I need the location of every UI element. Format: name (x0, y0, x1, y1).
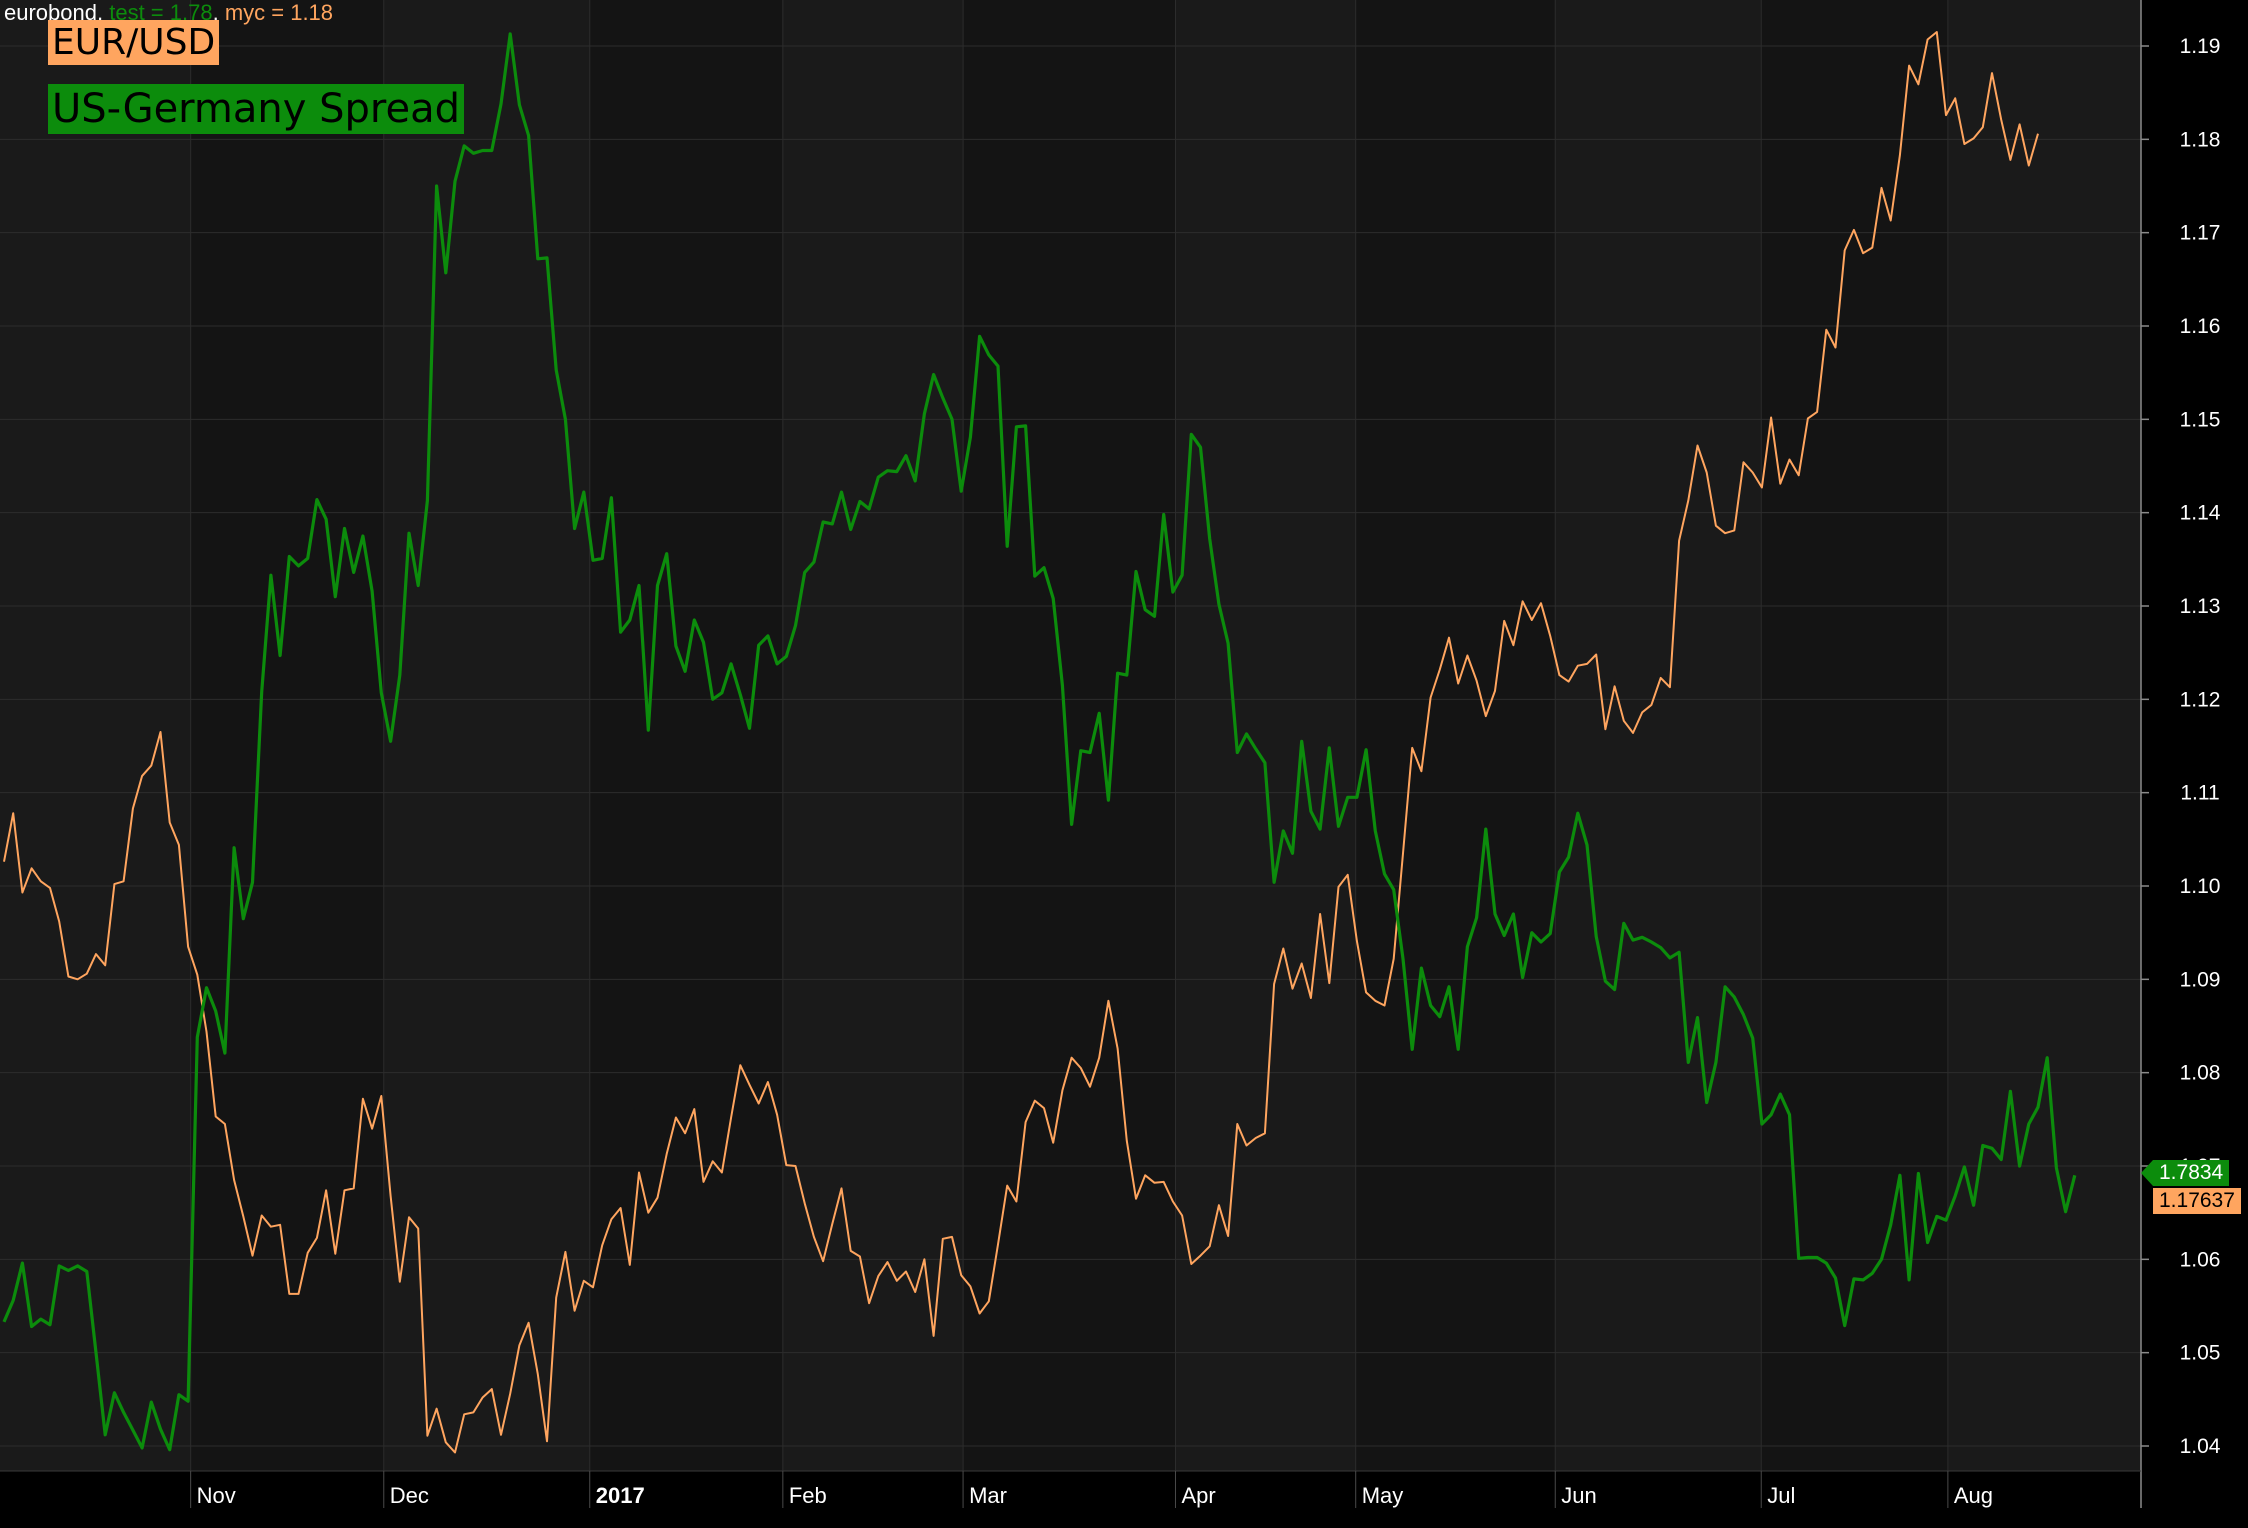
month-bands (190, 0, 1948, 1471)
x-tick-label: May (1362, 1483, 1404, 1508)
x-tick-label: 2017 (596, 1483, 645, 1508)
y-tick-label: 1.16 (2180, 315, 2221, 338)
legend-us-germany-spread: US-Germany Spread (48, 84, 464, 134)
y-tick-label: 1.14 (2180, 502, 2221, 525)
x-tick-label: Apr (1181, 1483, 1215, 1508)
month-band (1761, 0, 1948, 1471)
month-band (190, 0, 384, 1471)
month-band (963, 0, 1176, 1471)
y-tick-label: 1.17 (2180, 222, 2221, 245)
legend-eur-usd: EUR/USD (48, 20, 220, 65)
y-tick-label: 1.18 (2180, 128, 2221, 151)
spread-price-tag-arrow (2141, 1160, 2153, 1186)
y-tick-label: 1.05 (2180, 1342, 2221, 1365)
x-tick-label: Dec (390, 1483, 429, 1508)
y-tick-label: 1.09 (2180, 968, 2221, 991)
y-tick-label: 1.08 (2180, 1062, 2221, 1085)
us-germany-spread-series (2, 32, 2077, 1452)
y-tick-label: 1.19 (2180, 35, 2221, 58)
y-tick-label: 1.13 (2180, 595, 2221, 618)
x-tick-label: Jun (1561, 1483, 1596, 1508)
x-axis-ticks: Nov Dec 2017 Feb Mar Apr May Jun Jul Aug (190, 1471, 1993, 1508)
eur-usd-line (3, 31, 2039, 1454)
y-tick-label: 1.11 (2180, 782, 2219, 805)
x-tick-label: Nov (197, 1483, 236, 1508)
eur-price-tag: 1.17637 (2153, 1188, 2241, 1214)
y-tick-label: 1.10 (2180, 875, 2221, 898)
y-tick-label: 1.04 (2180, 1435, 2221, 1458)
eur-usd-series (3, 31, 2039, 1454)
x-tick-label: Feb (789, 1483, 827, 1508)
spread-price-tag: 1.7834 (2153, 1160, 2230, 1186)
header-comma: , (212, 0, 225, 25)
header-separator: , (96, 0, 110, 25)
x-tick-label: Aug (1954, 1483, 1993, 1508)
header-series-myc: myc = 1.18 (224, 0, 334, 25)
y-tick-label: 1.12 (2180, 688, 2221, 711)
x-tick-label: Mar (969, 1483, 1007, 1508)
x-tick-label: Jul (1767, 1483, 1795, 1508)
month-band (1355, 0, 1556, 1471)
y-tick-label: 1.15 (2180, 408, 2221, 431)
us-germany-spread-line (2, 32, 2077, 1452)
month-band (589, 0, 783, 1471)
grid-lines (0, 0, 2141, 1471)
y-tick-label: 1.06 (2180, 1248, 2221, 1271)
